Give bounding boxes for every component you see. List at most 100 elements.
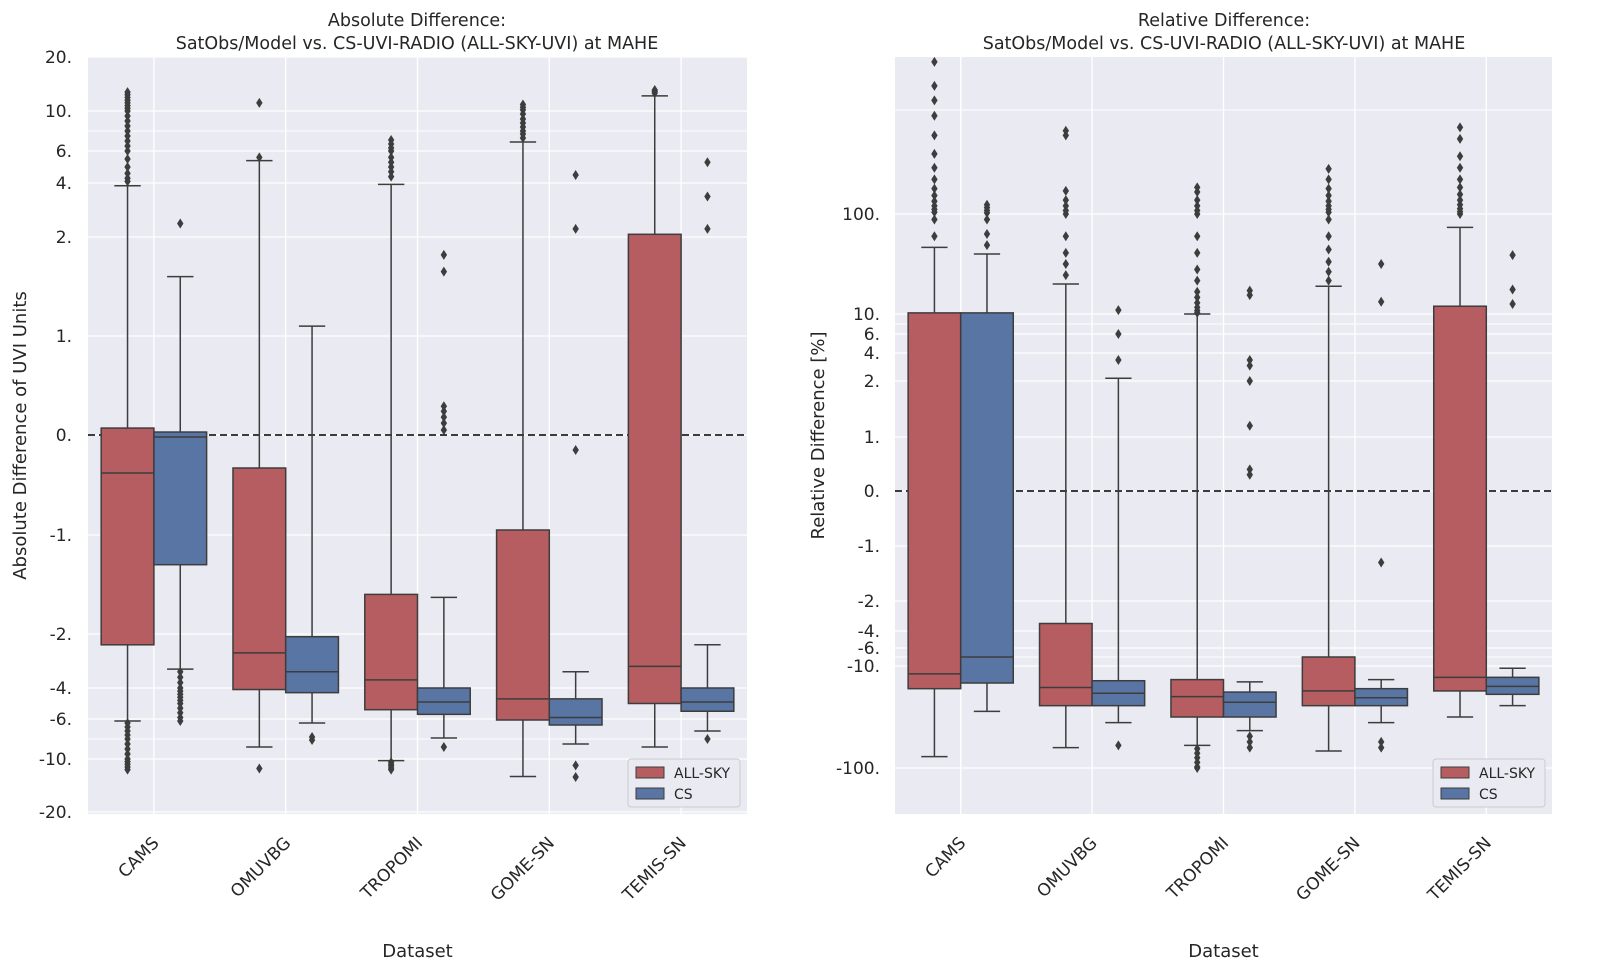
box-cs-temis-sn	[1485, 250, 1540, 707]
outlier-point	[1062, 195, 1070, 206]
outlier-point	[704, 157, 711, 168]
outlier-point	[519, 99, 527, 110]
box-all-sky-omuvbg	[1038, 125, 1093, 749]
y-tick-label: 4.	[864, 344, 880, 364]
outlier-point	[1062, 125, 1070, 136]
outlier-point	[931, 183, 938, 194]
x-tick-label: CAMS	[115, 833, 164, 882]
outlier-point	[1194, 292, 1201, 303]
outlier-point	[931, 231, 938, 242]
outlier-point	[1194, 195, 1201, 206]
outlier-point	[440, 266, 448, 277]
x-tick-label: CAMS	[921, 833, 970, 882]
box-body	[153, 431, 208, 566]
y-tick-label: -1.	[50, 526, 72, 546]
y-tick-label: -4.	[50, 679, 72, 699]
box-body	[627, 233, 682, 705]
box-all-sky-omuvbg	[232, 97, 287, 774]
outlier-point	[387, 152, 395, 163]
outlier-point	[572, 772, 579, 783]
outlier-point	[931, 196, 938, 207]
outlier-point	[931, 56, 938, 67]
outlier-point	[1456, 151, 1464, 162]
legend-swatch-all-sky	[635, 766, 665, 779]
outlier-point	[931, 162, 938, 173]
outlier-point	[440, 418, 448, 429]
outlier-point	[1246, 420, 1253, 431]
y-tick-label: -10.	[39, 750, 72, 770]
outlier-point	[177, 677, 184, 688]
x-tick-label: TEMIS-SN	[1424, 833, 1496, 905]
outlier-point	[256, 152, 263, 163]
outlier-point	[1456, 162, 1464, 173]
outlier-point	[1246, 355, 1253, 365]
x-axis-label: Dataset	[382, 941, 453, 962]
outlier-point	[1325, 163, 1332, 174]
outlier-point	[1377, 736, 1385, 747]
outlier-point	[983, 199, 991, 210]
x-tick-label: TROPOMI	[356, 833, 427, 904]
box-body	[959, 312, 1015, 684]
y-tick-label: 0.	[864, 482, 880, 502]
box-all-sky-gome-sn	[495, 99, 551, 778]
x-tick-label: GOME-SN	[487, 833, 559, 905]
outlier-point	[931, 130, 938, 141]
outlier-point	[1115, 355, 1122, 365]
y-tick-label: -1.	[858, 537, 880, 557]
outlier-point	[1194, 763, 1201, 773]
outlier-point	[177, 218, 184, 229]
outlier-point	[1115, 329, 1122, 339]
y-tick-label: 20.	[45, 48, 72, 68]
outlier-point	[1246, 742, 1253, 753]
box-cs-omuvbg	[284, 325, 340, 745]
outlier-point	[1325, 256, 1332, 267]
outlier-point	[931, 148, 938, 159]
box-body	[416, 687, 471, 716]
outlier-point	[1246, 464, 1253, 475]
outlier-point	[1062, 259, 1070, 269]
outlier-point	[983, 229, 991, 239]
outlier-point	[124, 162, 131, 172]
legend: ALL-SKY CS	[627, 758, 741, 808]
box-body	[907, 312, 962, 690]
outlier-point	[1062, 270, 1070, 281]
chart-subtitle: SatObs/Model vs. CS-UVI-RADIO (ALL-SKY-U…	[983, 34, 1466, 54]
y-tick-label: 10.	[853, 305, 880, 325]
y-tick-label: 2.	[56, 228, 72, 248]
box-all-sky-temis-sn	[627, 84, 682, 748]
outlier-point	[1115, 305, 1122, 316]
legend-swatch-all-sky	[1440, 766, 1470, 779]
outlier-point	[1377, 742, 1385, 753]
y-tick-label: 10.	[45, 102, 72, 122]
box-all-sky-tropomi	[1170, 182, 1225, 773]
box-body	[1222, 691, 1277, 718]
outlier-point	[124, 764, 131, 775]
outlier-point	[572, 760, 579, 771]
outlier-point	[1325, 183, 1332, 194]
chart-title: Relative Difference:	[1138, 11, 1310, 31]
outlier-point	[1325, 174, 1332, 185]
box-body	[284, 635, 340, 694]
outlier-point	[1377, 296, 1385, 307]
outlier-point	[1115, 740, 1122, 751]
x-axis-label: Dataset	[1188, 941, 1259, 962]
y-tick-label: 2.	[864, 372, 880, 392]
y-tick-label: -20.	[39, 803, 72, 823]
box-body	[1301, 656, 1356, 707]
outlier-point	[1246, 376, 1253, 386]
outlier-point	[1456, 133, 1464, 144]
outlier-point	[1194, 275, 1201, 286]
outlier-point	[572, 445, 579, 455]
box-body	[680, 687, 735, 712]
x-tick-label: OMUVBG	[1033, 833, 1101, 901]
outlier-point	[1194, 297, 1201, 308]
outlier-point	[1062, 231, 1070, 242]
y-tick-label: -2.	[50, 625, 72, 645]
outlier-point	[440, 425, 448, 436]
outlier-point	[1246, 469, 1253, 480]
outlier-point	[387, 764, 395, 775]
outlier-point	[1246, 360, 1253, 371]
outlier-point	[1325, 266, 1332, 277]
outlier-point	[1377, 259, 1385, 269]
outlier-point	[1246, 731, 1253, 742]
